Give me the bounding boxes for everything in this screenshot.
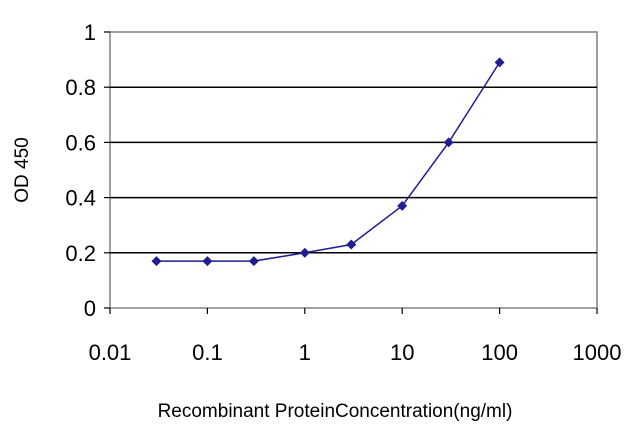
x-tick-label: 0.1 (192, 340, 223, 365)
y-axis-title: OD 450 (12, 137, 33, 202)
plot-area (109, 31, 598, 309)
y-tick-label: 0.2 (65, 241, 96, 266)
x-tick-label: 0.01 (89, 340, 132, 365)
data-point (346, 239, 357, 250)
y-tick-label: 1 (84, 20, 96, 45)
data-point (151, 256, 162, 267)
series-line (156, 61, 501, 262)
x-axis-ticks: 0.01 0.1 1 10 100 1000 (89, 308, 622, 365)
x-tick-label: 1000 (573, 340, 622, 365)
grid-lines (110, 86, 597, 254)
y-tick-label: 0.8 (65, 75, 96, 100)
data-point (443, 137, 454, 148)
data-point (248, 256, 259, 267)
data-point (494, 57, 505, 68)
y-axis-ticks: 0 0.2 0.4 0.6 0.8 1 (65, 20, 110, 321)
x-tick-label: 100 (481, 340, 518, 365)
data-point (202, 256, 213, 267)
y-tick-label: 0.4 (65, 186, 96, 211)
x-tick-label: 10 (390, 340, 414, 365)
y-tick-label: 0 (84, 296, 96, 321)
data-point (397, 200, 408, 211)
x-tick-label: 1 (299, 340, 311, 365)
x-axis-title: Recombinant ProteinConcentration(ng/ml) (158, 401, 513, 422)
y-tick-label: 0.6 (65, 130, 96, 155)
series-group (151, 57, 505, 267)
data-point (299, 247, 310, 258)
